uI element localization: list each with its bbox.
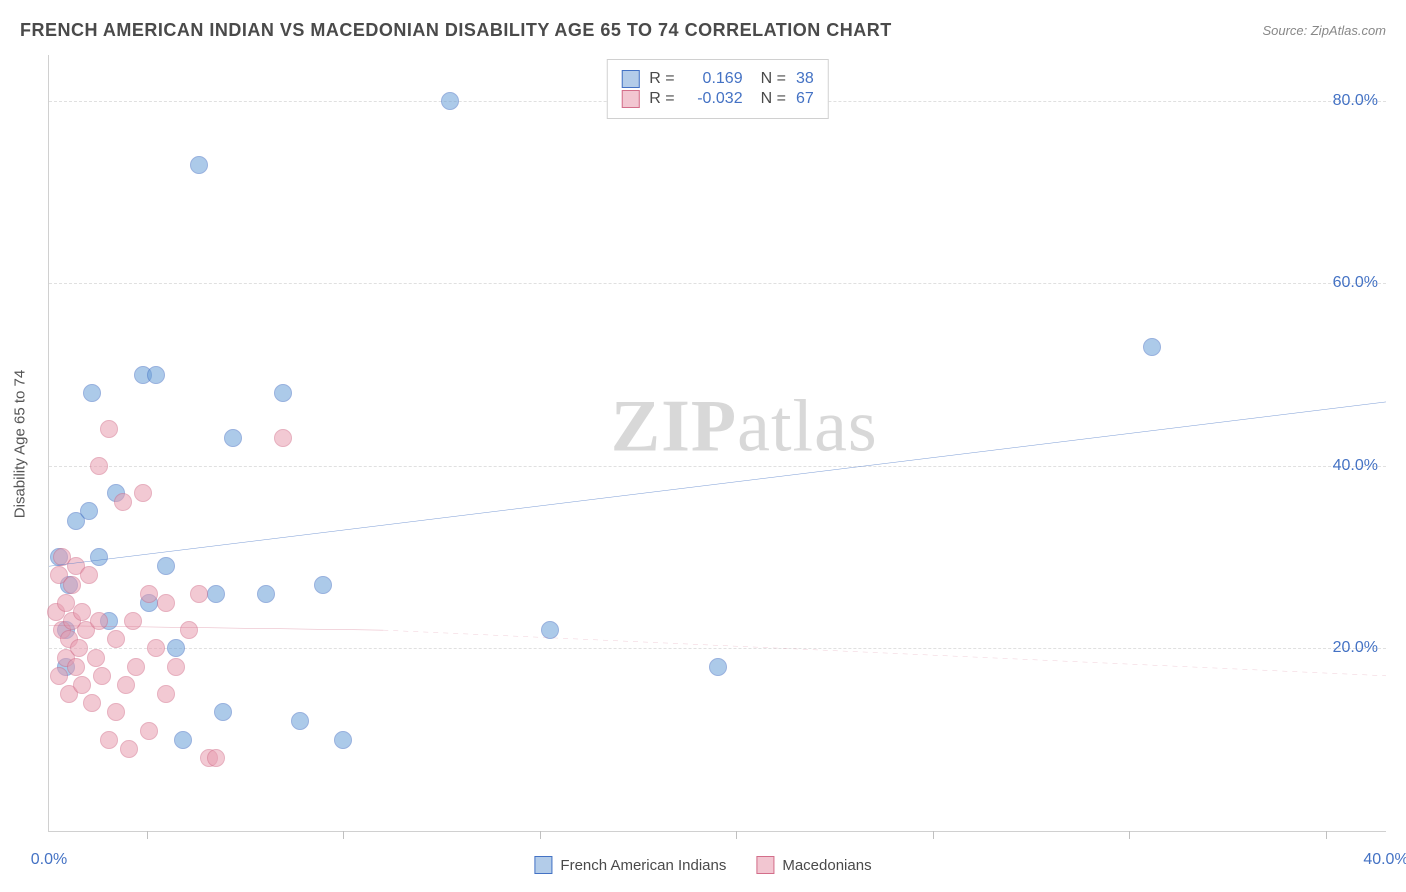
scatter-point bbox=[90, 612, 108, 630]
scatter-point bbox=[190, 156, 208, 174]
scatter-point bbox=[80, 566, 98, 584]
n-label: N = bbox=[761, 90, 786, 108]
scatter-point bbox=[87, 649, 105, 667]
scatter-point bbox=[100, 420, 118, 438]
bottom-legend: French American Indians Macedonians bbox=[534, 856, 871, 874]
watermark: ZIPatlas bbox=[611, 385, 878, 470]
scatter-point bbox=[157, 594, 175, 612]
scatter-point bbox=[214, 703, 232, 721]
scatter-point bbox=[257, 585, 275, 603]
gridline-h bbox=[49, 283, 1386, 284]
scatter-point bbox=[67, 658, 85, 676]
scatter-point bbox=[167, 658, 185, 676]
chart-title: FRENCH AMERICAN INDIAN VS MACEDONIAN DIS… bbox=[20, 20, 892, 41]
scatter-point bbox=[50, 667, 68, 685]
gridline-h bbox=[49, 648, 1386, 649]
scatter-point bbox=[90, 457, 108, 475]
scatter-point bbox=[180, 621, 198, 639]
legend-label-blue: French American Indians bbox=[560, 857, 726, 874]
scatter-point bbox=[174, 731, 192, 749]
y-tick-label: 20.0% bbox=[1333, 639, 1378, 657]
scatter-point bbox=[314, 576, 332, 594]
gridline-v bbox=[1129, 831, 1130, 839]
stat-row-pink: R = -0.032 N = 67 bbox=[621, 90, 813, 108]
scatter-point bbox=[147, 366, 165, 384]
scatter-point bbox=[167, 639, 185, 657]
scatter-point bbox=[90, 548, 108, 566]
scatter-point bbox=[134, 484, 152, 502]
gridline-v bbox=[933, 831, 934, 839]
trend-line bbox=[49, 55, 1386, 831]
scatter-point bbox=[100, 731, 118, 749]
scatter-point bbox=[274, 384, 292, 402]
gridline-h bbox=[49, 466, 1386, 467]
stat-legend: R = 0.169 N = 38 R = -0.032 N = 67 bbox=[606, 59, 828, 119]
y-tick-label: 40.0% bbox=[1333, 457, 1378, 475]
n-value-pink: 67 bbox=[796, 90, 814, 108]
stat-row-blue: R = 0.169 N = 38 bbox=[621, 70, 813, 88]
gridline-v bbox=[540, 831, 541, 839]
scatter-point bbox=[107, 703, 125, 721]
y-tick-label: 60.0% bbox=[1333, 274, 1378, 292]
r-label: R = bbox=[649, 90, 674, 108]
x-tick-label: 0.0% bbox=[31, 851, 67, 869]
swatch-pink-icon bbox=[621, 90, 639, 108]
scatter-point bbox=[140, 585, 158, 603]
scatter-point bbox=[83, 384, 101, 402]
scatter-point bbox=[334, 731, 352, 749]
y-tick-label: 80.0% bbox=[1333, 92, 1378, 110]
scatter-point bbox=[93, 667, 111, 685]
swatch-blue-icon bbox=[621, 70, 639, 88]
scatter-point bbox=[80, 502, 98, 520]
scatter-point bbox=[274, 429, 292, 447]
trend-line bbox=[49, 55, 1386, 831]
scatter-point bbox=[441, 92, 459, 110]
swatch-blue-icon bbox=[534, 856, 552, 874]
legend-item-pink: Macedonians bbox=[756, 856, 871, 874]
scatter-point bbox=[147, 639, 165, 657]
scatter-point bbox=[73, 603, 91, 621]
chart-source: Source: ZipAtlas.com bbox=[1262, 23, 1386, 38]
scatter-point bbox=[124, 612, 142, 630]
scatter-point bbox=[140, 722, 158, 740]
scatter-point bbox=[190, 585, 208, 603]
scatter-point bbox=[157, 557, 175, 575]
chart-container: Disability Age 65 to 74 ZIPatlas R = 0.1… bbox=[48, 55, 1386, 832]
r-label: R = bbox=[649, 70, 674, 88]
chart-header: FRENCH AMERICAN INDIAN VS MACEDONIAN DIS… bbox=[20, 20, 1386, 41]
scatter-point bbox=[70, 639, 88, 657]
scatter-point bbox=[541, 621, 559, 639]
gridline-v bbox=[147, 831, 148, 839]
r-value-blue: 0.169 bbox=[685, 70, 743, 88]
scatter-point bbox=[107, 630, 125, 648]
scatter-point bbox=[157, 685, 175, 703]
x-tick-label: 40.0% bbox=[1363, 851, 1406, 869]
r-value-pink: -0.032 bbox=[685, 90, 743, 108]
scatter-point bbox=[73, 676, 91, 694]
legend-label-pink: Macedonians bbox=[782, 857, 871, 874]
scatter-point bbox=[291, 712, 309, 730]
scatter-point bbox=[57, 594, 75, 612]
legend-item-blue: French American Indians bbox=[534, 856, 726, 874]
scatter-point bbox=[120, 740, 138, 758]
scatter-point bbox=[127, 658, 145, 676]
scatter-point bbox=[224, 429, 242, 447]
scatter-point bbox=[114, 493, 132, 511]
y-axis-label: Disability Age 65 to 74 bbox=[12, 369, 29, 517]
scatter-point bbox=[207, 585, 225, 603]
gridline-v bbox=[736, 831, 737, 839]
scatter-point bbox=[117, 676, 135, 694]
n-label: N = bbox=[761, 70, 786, 88]
scatter-point bbox=[709, 658, 727, 676]
gridline-v bbox=[1326, 831, 1327, 839]
swatch-pink-icon bbox=[756, 856, 774, 874]
n-value-blue: 38 bbox=[796, 70, 814, 88]
gridline-v bbox=[343, 831, 344, 839]
scatter-point bbox=[207, 749, 225, 767]
plot-area: ZIPatlas R = 0.169 N = 38 R = -0.032 N =… bbox=[48, 55, 1386, 832]
trend-line bbox=[49, 55, 1386, 831]
scatter-point bbox=[83, 694, 101, 712]
scatter-point bbox=[63, 576, 81, 594]
scatter-point bbox=[1143, 338, 1161, 356]
